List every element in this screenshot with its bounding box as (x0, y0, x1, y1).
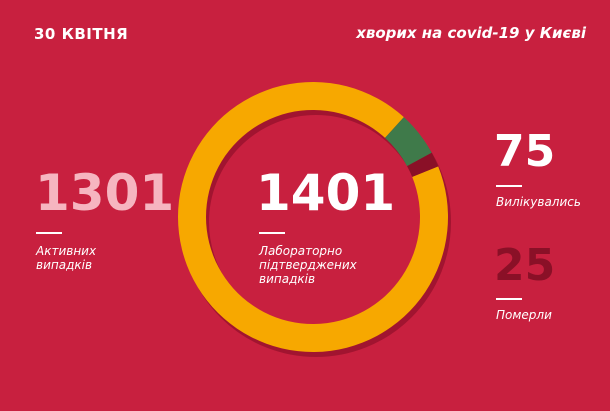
date-label: 30 КВІТНЯ (34, 25, 129, 43)
deaths-label: Померли (496, 308, 552, 322)
active-cases-rule (36, 232, 62, 234)
active-cases-label-line-1: Активних (36, 244, 97, 258)
subtitle: хворих на covid-19 у Києві (356, 24, 586, 42)
recovered-rule (496, 185, 522, 187)
active-cases-label: Активних випадків (36, 244, 96, 272)
donut-segment-recovered (385, 117, 432, 167)
total-cases-label-line-2: підтверджених (259, 258, 357, 272)
total-cases-label-line-1: Лабораторно (259, 244, 343, 258)
deaths-value: 25 (494, 240, 556, 291)
recovered-label: Вилікувались (496, 195, 581, 209)
donut-segment-deaths (407, 152, 439, 177)
total-cases-label-line-3: випадків (259, 272, 316, 286)
total-cases-rule (259, 232, 285, 234)
total-cases-value: 1401 (256, 164, 396, 222)
deaths-rule (496, 298, 522, 300)
active-cases-label-line-2: випадків (36, 258, 93, 272)
active-cases-value: 1301 (35, 164, 175, 222)
total-cases-label: Лабораторно підтверджених випадків (259, 244, 357, 286)
recovered-value: 75 (494, 126, 556, 177)
donut-segments (178, 82, 451, 357)
